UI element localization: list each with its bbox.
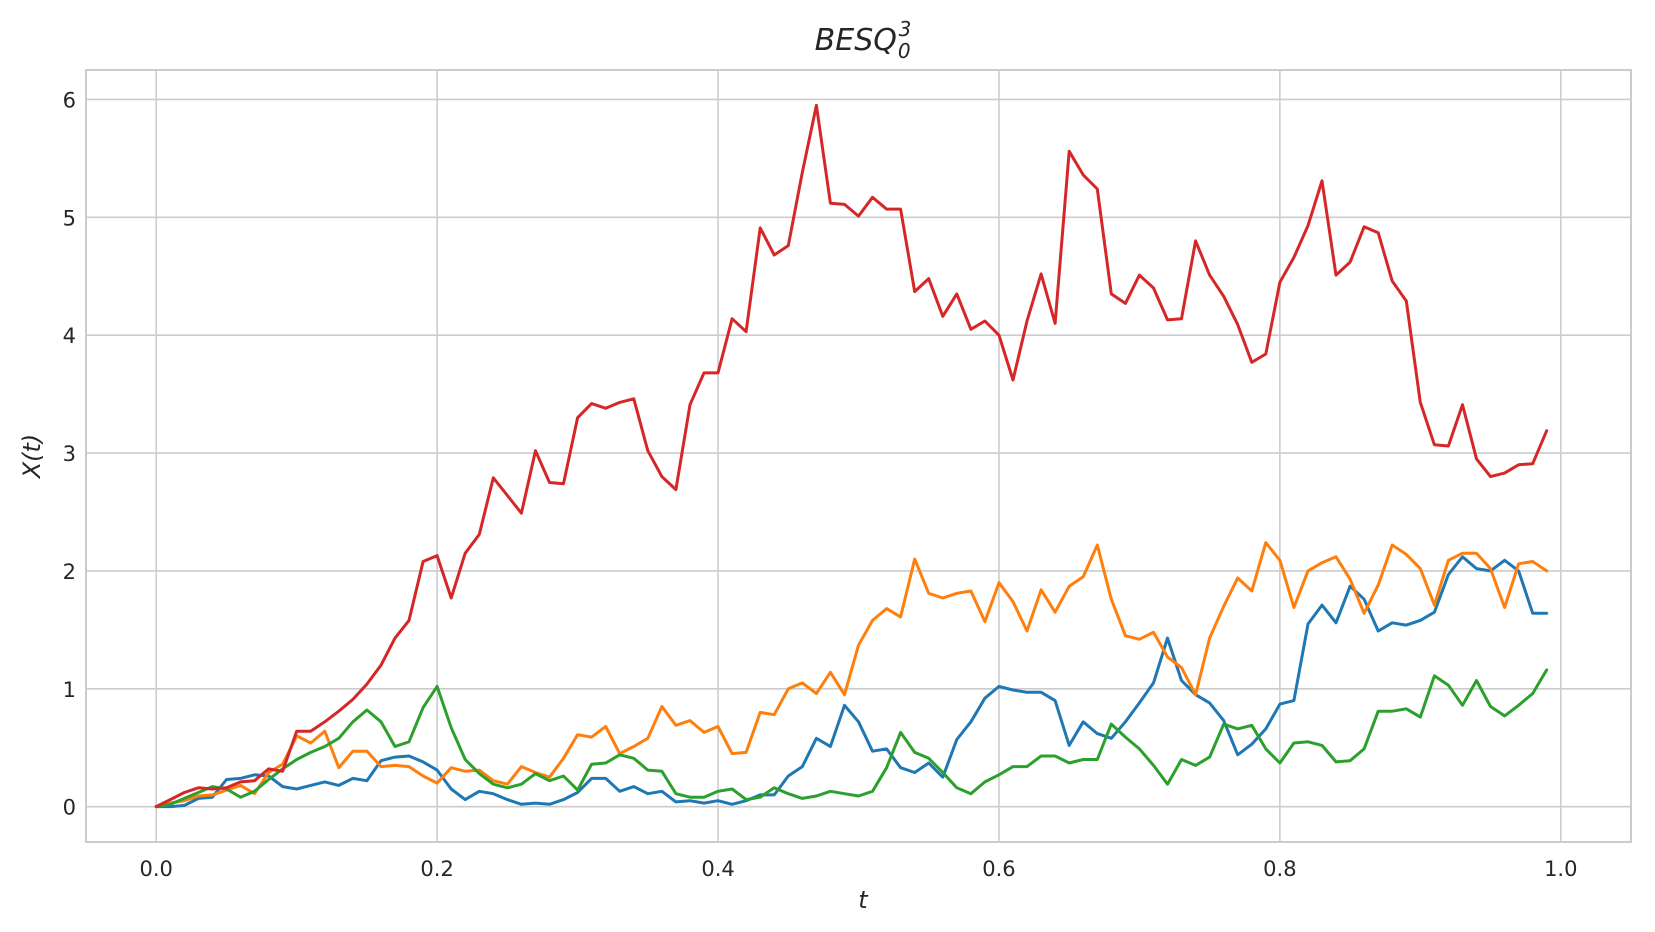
series-line-2: [154, 541, 1549, 809]
x-tick-label: 0.0: [140, 857, 173, 881]
y-axis-label: X(t): [18, 434, 46, 481]
grid: [86, 70, 1631, 842]
plot-frame: [85, 69, 1632, 843]
y-tick-label: 3: [63, 442, 76, 466]
y-tick-label: 2: [63, 560, 76, 584]
x-tick-label: 0.8: [1263, 857, 1296, 881]
x-tick-label: 0.6: [982, 857, 1015, 881]
y-tick-label: 6: [63, 88, 76, 112]
series-group: [154, 103, 1549, 809]
x-tick-label: 1.0: [1544, 857, 1577, 881]
y-tick-label: 1: [63, 678, 76, 702]
y-tick-label: 0: [63, 796, 76, 820]
x-axis-label: t: [858, 886, 869, 914]
series-line-4: [154, 103, 1549, 809]
tick-labels: 0.0 0.2 0.4 0.6 0.8 1.0 0 1 2 3 4 5 6: [63, 88, 1578, 881]
y-tick-label: 4: [63, 324, 76, 348]
series-line-3: [154, 668, 1549, 809]
x-tick-label: 0.2: [420, 857, 453, 881]
x-tick-label: 0.4: [701, 857, 734, 881]
y-tick-label: 5: [63, 206, 76, 230]
series-line-1: [154, 555, 1549, 809]
chart-title: BESQ03: [815, 17, 912, 63]
